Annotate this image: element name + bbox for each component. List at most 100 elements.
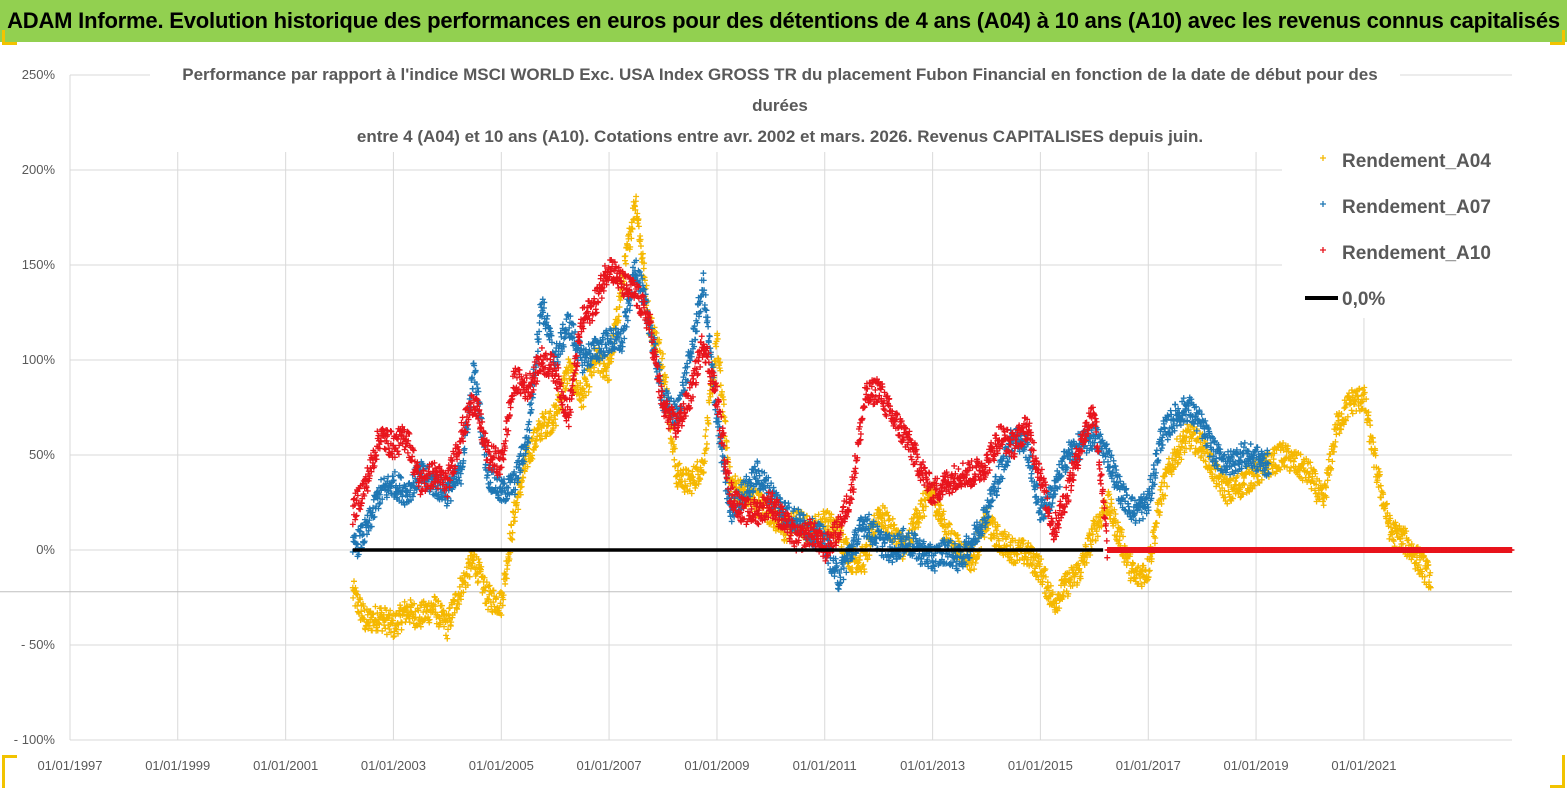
data-point-rendement-a04 (392, 625, 399, 632)
data-point-rendement-a04 (368, 614, 375, 621)
data-point-rendement-a04 (692, 484, 699, 491)
data-point-rendement-a04 (659, 355, 666, 362)
data-point-rendement-a04 (720, 401, 727, 408)
data-point-rendement-a04 (376, 621, 383, 628)
data-point-rendement-a04 (465, 559, 472, 566)
data-point-rendement-a04 (470, 557, 477, 564)
data-point-rendement-a04 (513, 499, 520, 506)
data-point-rendement-a04 (548, 414, 555, 421)
report-banner-title: ADAM Informe. Evolution historique des p… (0, 0, 1567, 42)
data-point-rendement-a04 (393, 626, 400, 633)
data-point-rendement-a04 (454, 606, 461, 613)
data-point-rendement-a04 (565, 370, 572, 377)
data-point-rendement-a07 (706, 333, 713, 340)
data-point-rendement-a04 (398, 626, 405, 633)
corner-mark-bottom-right (1550, 755, 1565, 788)
data-point-rendement-a04 (372, 603, 379, 610)
data-point-rendement-a04 (501, 571, 508, 578)
data-point-rendement-a04 (394, 630, 401, 637)
data-point-rendement-a07 (525, 421, 532, 428)
y-tick-label: 150% (22, 257, 56, 272)
data-point-rendement-a04 (351, 578, 358, 585)
data-point-rendement-a04 (371, 617, 378, 624)
data-point-rendement-a04 (512, 509, 519, 516)
data-point-rendement-a04 (352, 584, 359, 591)
data-point-rendement-a04 (463, 564, 470, 571)
data-point-rendement-a07 (1124, 492, 1131, 499)
data-point-rendement-a04 (365, 619, 372, 626)
data-point-rendement-a04 (483, 600, 490, 607)
data-point-rendement-a07 (378, 476, 385, 483)
data-point-rendement-a04 (486, 582, 493, 589)
data-point-rendement-a04 (482, 584, 489, 591)
data-point-rendement-a04 (506, 555, 513, 562)
data-point-rendement-a04 (585, 388, 592, 395)
data-point-rendement-a04 (402, 606, 409, 613)
data-point-rendement-a04 (1328, 465, 1335, 472)
data-point-rendement-a04 (553, 402, 560, 409)
data-point-rendement-a04 (498, 612, 505, 619)
x-tick-label: 01/01/2007 (577, 758, 642, 773)
data-point-rendement-a04 (514, 494, 521, 501)
data-point-rendement-a04 (633, 193, 640, 200)
data-point-rendement-a04 (411, 615, 418, 622)
x-tick-label: 01/01/1999 (145, 758, 210, 773)
chart-title-backdrop (150, 60, 1400, 152)
data-point-rendement-a07 (1172, 401, 1179, 408)
data-point-rendement-a04 (466, 573, 473, 580)
data-point-rendement-a04 (622, 253, 629, 260)
data-point-rendement-a04 (640, 265, 647, 272)
data-point-rendement-a04 (475, 578, 482, 585)
data-point-rendement-a04 (511, 518, 518, 525)
data-point-rendement-a04 (445, 626, 452, 633)
chart-title-line: entre 4 (A04) et 10 ans (A10). Cotations… (357, 127, 1203, 146)
data-point-rendement-a04 (357, 596, 364, 603)
data-point-rendement-a04 (432, 603, 439, 610)
data-point-rendement-a04 (1320, 502, 1327, 509)
data-point-rendement-a04 (395, 621, 402, 628)
data-point-rendement-a04 (451, 609, 458, 616)
data-point-rendement-a04 (350, 594, 357, 601)
data-point-rendement-a07 (534, 348, 541, 355)
data-point-rendement-a04 (702, 433, 709, 440)
data-point-rendement-a07 (700, 270, 707, 277)
data-point-rendement-a04 (458, 596, 465, 603)
data-point-rendement-a07 (559, 321, 566, 328)
data-point-rendement-a04 (635, 223, 642, 230)
data-point-rendement-a04 (542, 408, 549, 415)
data-point-rendement-a04 (552, 416, 559, 423)
x-tick-label: 01/01/2005 (469, 758, 534, 773)
data-point-rendement-a04 (390, 634, 397, 641)
data-point-rendement-a04 (532, 444, 539, 451)
data-point-rendement-a07 (705, 323, 712, 330)
data-point-rendement-a07 (1028, 470, 1035, 477)
data-point-rendement-a04 (564, 380, 571, 387)
data-point-rendement-a04 (386, 625, 393, 632)
data-point-rendement-a04 (722, 418, 729, 425)
data-point-rendement-a04 (444, 635, 451, 642)
data-point-rendement-a04 (354, 591, 361, 598)
data-point-rendement-a04 (485, 583, 492, 590)
data-point-rendement-a04 (418, 602, 425, 609)
data-point-rendement-a04 (374, 624, 381, 631)
data-point-rendement-a04 (483, 579, 490, 586)
data-point-rendement-a04 (379, 627, 386, 634)
y-tick-label: 0% (36, 542, 55, 557)
data-point-rendement-a04 (475, 556, 482, 563)
data-point-rendement-a04 (509, 529, 516, 536)
data-point-rendement-a07 (526, 418, 533, 425)
data-point-rendement-a07 (1110, 457, 1117, 464)
data-point-rendement-a04 (1164, 483, 1171, 490)
data-point-rendement-a04 (538, 435, 545, 442)
data-point-rendement-a04 (469, 560, 476, 567)
data-point-rendement-a04 (387, 629, 394, 636)
y-tick-label: 50% (29, 447, 55, 462)
data-point-rendement-a04 (398, 619, 405, 626)
x-tick-label: 01/01/2021 (1331, 758, 1396, 773)
data-point-rendement-a04 (401, 598, 408, 605)
x-tick-label: 01/01/1997 (37, 758, 102, 773)
corner-mark-top-right (1550, 30, 1565, 45)
data-point-rendement-a04 (485, 606, 492, 613)
data-point-rendement-a07 (1159, 441, 1166, 448)
data-point-rendement-a04 (538, 430, 545, 437)
